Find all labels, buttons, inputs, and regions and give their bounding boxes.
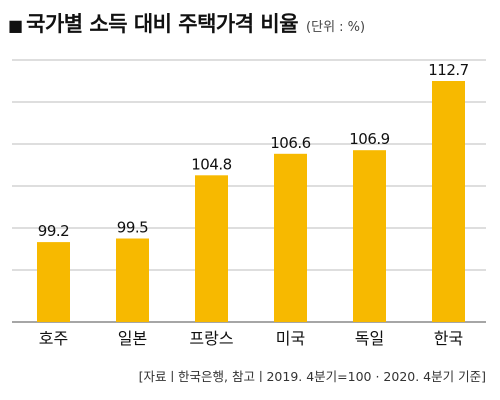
value-label: 99.5 xyxy=(117,219,148,237)
category-label: 미국 xyxy=(276,329,305,348)
bars xyxy=(37,81,465,322)
value-label: 106.6 xyxy=(270,134,310,152)
value-labels: 99.2 99.5 104.8 106.6 106.9 112.7 xyxy=(38,61,469,240)
gridlines xyxy=(12,59,486,323)
value-label: 99.2 xyxy=(38,222,69,240)
source-note: [자료ㅣ한국은행, 참고ㅣ2019. 4분기=100 · 2020. 4분기 기… xyxy=(138,369,486,384)
value-label: 112.7 xyxy=(428,61,468,79)
bar xyxy=(195,175,228,322)
bar xyxy=(37,242,70,322)
category-label: 프랑스 xyxy=(189,329,233,348)
category-labels: 호주 일본 프랑스 미국 독일 한국 xyxy=(39,329,463,348)
category-label: 호주 xyxy=(39,329,68,348)
category-label: 한국 xyxy=(434,329,463,348)
bar xyxy=(116,238,149,322)
chart-title: 국가별 소득 대비 주택가격 비율 xyxy=(26,12,299,36)
category-label: 일본 xyxy=(118,329,147,348)
bar xyxy=(432,81,465,322)
value-label: 106.9 xyxy=(349,130,389,148)
category-label: 독일 xyxy=(355,329,384,348)
value-label: 104.8 xyxy=(191,155,231,173)
bar xyxy=(353,150,386,322)
chart-title-row: ■ 국가별 소득 대비 주택가격 비율 (단위 : %) xyxy=(8,8,365,38)
title-bullet: ■ xyxy=(8,16,24,35)
bar xyxy=(274,153,307,322)
chart-unit: (단위 : %) xyxy=(306,20,366,35)
